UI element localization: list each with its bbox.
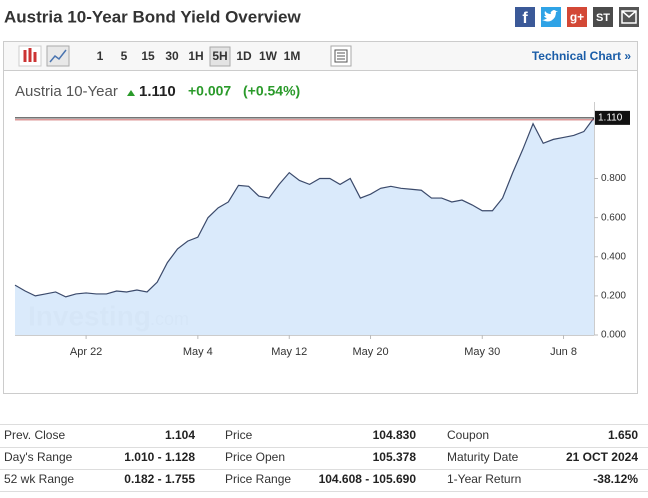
gplus-glyph: g+ [570,10,584,24]
y-tick-label: 0.200 [601,291,626,302]
y-tick-label: 0.600 [601,212,626,223]
stat-value: -38.12% [593,472,638,486]
interval-button[interactable]: 1D [236,49,252,63]
quote-name: Austria 10-Year [15,83,118,100]
interval-button[interactable]: 1M [284,49,301,63]
stat-value: 21 OCT 2024 [566,450,638,464]
stat-value: 1.104 [165,428,195,442]
y-tick-label: 0.800 [601,173,626,184]
last-price-box [594,110,630,125]
stat-label: Price Open [225,450,285,464]
stat-label: Price Range [225,472,291,486]
mail-glyph [621,10,637,24]
stat-label: Prev. Close [4,428,65,442]
stat-label: 1-Year Return [447,472,521,486]
x-tick-label: May 20 [352,346,388,358]
stat-value: 105.378 [373,450,417,464]
line-glyph [49,49,67,63]
area-fill [15,117,594,335]
y-tick-label: 0.000 [601,330,626,341]
twitter-glyph [542,10,558,22]
interval-selected [209,46,231,67]
stat-value: 104.830 [373,428,417,442]
chart: Investing.com1.1100.0000.2000.4000.6000.… [14,102,630,358]
stat-value: 0.182 - 1.755 [124,472,195,486]
stat-value: 1.010 - 1.128 [124,450,195,464]
interval-button[interactable]: 5H [212,49,227,63]
y-tick-label: 0.400 [601,251,626,262]
up-arrow [127,90,135,96]
x-tick-label: May 30 [464,346,500,358]
stocktwits-glyph: ST [596,12,610,24]
technical-chart-link[interactable]: Technical Chart » [532,49,631,63]
quote-last: 1.110 [139,83,176,100]
gplus-icon[interactable] [567,7,587,27]
interval-button[interactable]: 30 [165,49,179,63]
title: Austria 10-Year Bond Yield Overview [4,7,301,26]
stat-label: Coupon [447,428,489,442]
stat-label: Day's Range [4,450,73,464]
stat-value: 1.650 [608,428,638,442]
stats-table: Prev. Close 1.104 Price 104.830 Coupon 1.650 D… [0,424,648,492]
x-tick-label: Apr 22 [70,346,102,358]
price-line [14,117,595,298]
settings-glyph [334,49,348,63]
x-tick-label: Jun 8 [550,346,577,358]
facebook-icon[interactable] [515,7,535,27]
line-button[interactable] [46,45,70,67]
quote-change-pct: (+0.54%) [243,83,300,99]
last-price-label: 1.110 [598,113,623,124]
x-tick-label: May 12 [271,346,307,358]
quote-change: +0.007 [188,83,231,99]
stat-label: Price [225,428,253,442]
stocktwits-icon[interactable] [593,7,613,27]
candle-glyph [23,48,37,62]
toolbar [4,42,637,70]
stat-label: 52 wk Range [4,472,74,486]
interval-button[interactable]: 1W [259,49,278,63]
interval-button[interactable]: 15 [141,49,155,63]
interval-button[interactable]: 1H [188,49,203,63]
stat-value: 104.608 - 105.690 [319,472,417,486]
stat-label: Maturity Date [447,450,519,464]
interval-button[interactable]: 1 [97,49,104,63]
x-tick-label: May 4 [183,346,213,358]
interval-button[interactable]: 5 [121,49,128,63]
facebook-glyph: f [522,10,528,27]
